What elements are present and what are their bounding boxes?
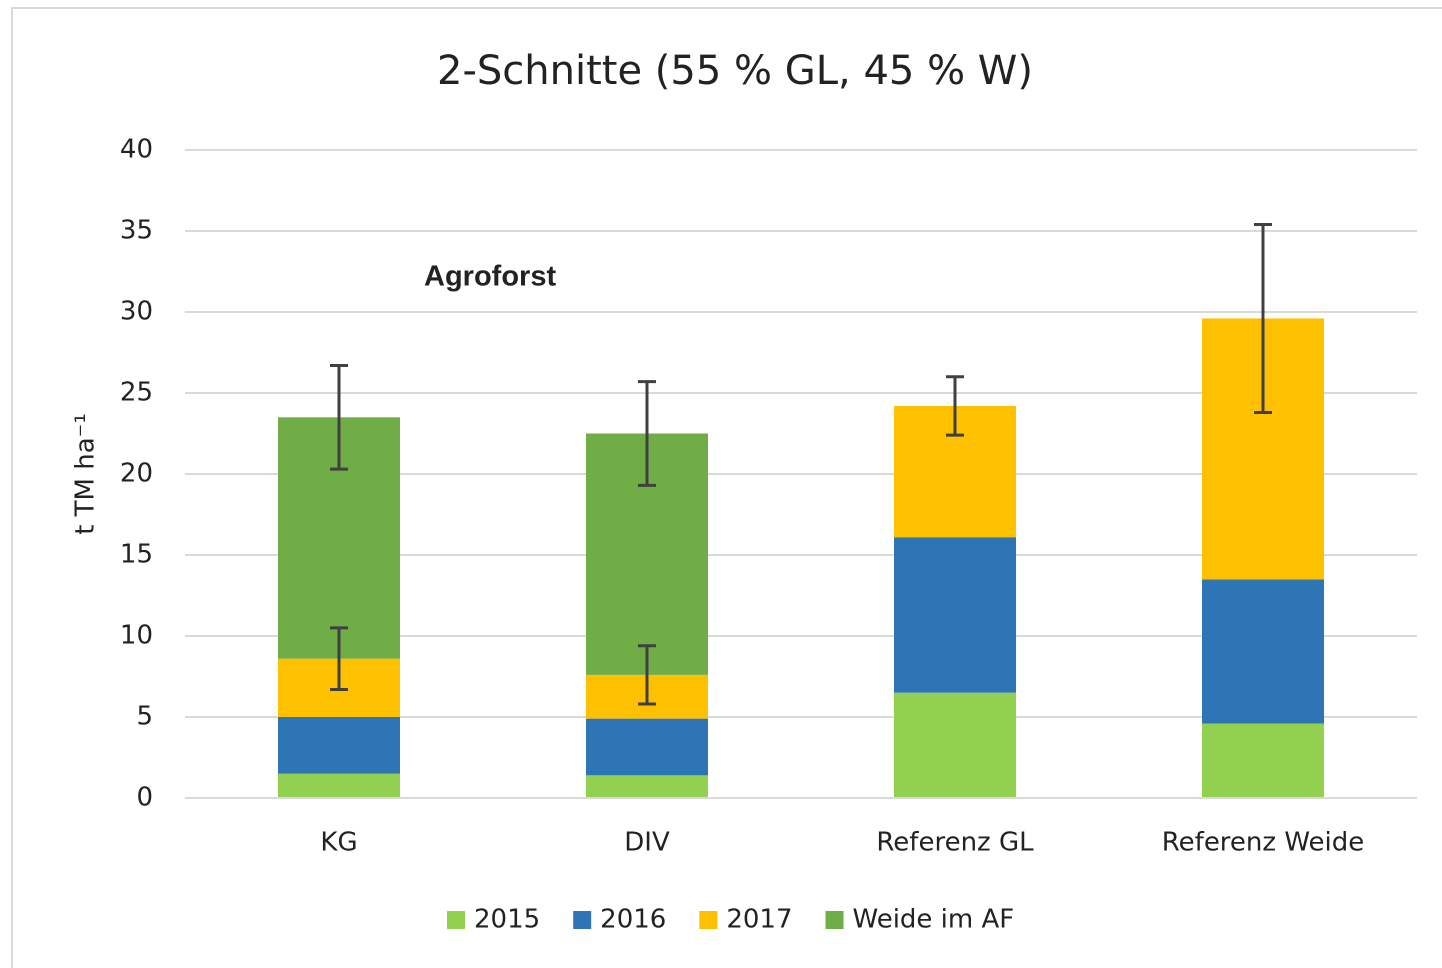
error-bar: [330, 626, 348, 691]
bar-segment: [586, 775, 708, 798]
y-tick-label: 20: [120, 459, 153, 489]
legend-swatch: [447, 911, 465, 929]
x-tick-label: Referenz Weide: [1162, 828, 1364, 858]
bar-segment: [278, 773, 400, 798]
y-tick-label: 25: [120, 378, 153, 408]
legend-swatch: [699, 911, 718, 929]
annotation: Agroforst: [424, 261, 556, 293]
y-tick-label: 35: [120, 216, 153, 246]
y-tick-label: 15: [120, 540, 153, 570]
bar-segment: [1202, 723, 1324, 798]
y-tick-label: 0: [136, 783, 153, 813]
x-tick-label: KG: [320, 828, 357, 858]
error-bar: [1254, 223, 1272, 414]
y-tick-label: 30: [120, 297, 153, 327]
y-axis-label: t TM ha⁻¹: [71, 413, 101, 535]
legend-label: 2016: [600, 905, 666, 935]
x-tick-label: DIV: [624, 828, 670, 858]
legend-swatch: [825, 911, 844, 929]
error-bar: [638, 380, 656, 487]
x-tick-label: Referenz GL: [876, 828, 1034, 858]
legend-swatch: [573, 911, 592, 929]
chart-title: 2-Schnitte (55 % GL, 45 % W): [437, 48, 1033, 94]
y-tick-label: 10: [120, 621, 153, 651]
legend-label: Weide im AF: [853, 905, 1015, 935]
error-bar: [638, 644, 656, 706]
error-bar: [946, 375, 964, 437]
y-tick-label: 40: [120, 135, 153, 165]
bar-segment: [894, 537, 1016, 693]
legend-label: 2017: [726, 905, 792, 935]
bar-segment: [894, 692, 1016, 798]
legend-label: 2015: [474, 905, 540, 935]
y-tick-label: 5: [136, 702, 153, 732]
bar-segment: [278, 717, 400, 774]
bar-segment: [586, 718, 708, 776]
bar-segment: [1202, 579, 1324, 724]
error-bar: [330, 363, 348, 471]
